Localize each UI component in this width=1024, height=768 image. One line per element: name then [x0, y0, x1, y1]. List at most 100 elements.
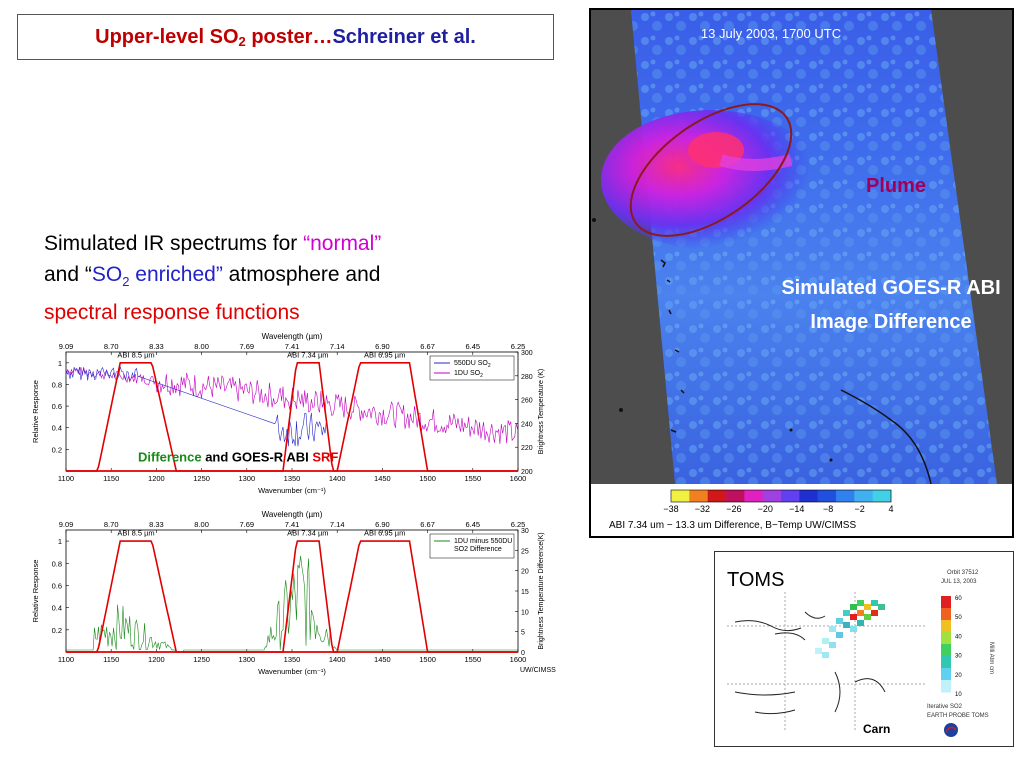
c2-top-tick-label: 7.14	[330, 520, 345, 529]
intro-line-3: spectral response functions	[44, 301, 300, 325]
c2-x-axis-label: Wavenumber (cm⁻¹)	[258, 667, 326, 676]
c1-x-tick-label: 1250	[193, 474, 210, 483]
toms-svg: TOMS Orbit 37512 JUL 13, 2003 60 50 40 30 20…	[727, 569, 994, 737]
c2-series-difference	[66, 555, 518, 653]
toms-scale-tick: 30	[955, 654, 962, 660]
c2-x-tick-label: 1450	[374, 655, 391, 664]
c2-x-tick-label: 1300	[238, 655, 255, 664]
c2-top-tick-label: 8.70	[104, 520, 119, 529]
spectrum-chart-2-svg: Wavelength (µm) 9.09 8.70 8.33 8.00 7.69 7.41 7…	[31, 510, 556, 676]
toms-pixel	[829, 642, 836, 648]
c2-x-tick-label: 1100	[58, 655, 74, 664]
plume-label: Plume	[866, 175, 926, 197]
c2-y2-tick-label: 10	[521, 609, 529, 616]
c2-srf-label: ABI 6.95 µm	[364, 529, 405, 538]
intro-text: Simulated IR spectrums for “normal” and …	[44, 228, 564, 328]
c1-series-550du	[65, 366, 328, 447]
c2-top-axis-label: Wavelength (µm)	[262, 510, 323, 519]
intro-normal: “normal”	[303, 232, 382, 255]
c1-y2-tick-label: 220	[521, 445, 533, 452]
c1-overlay-and: and GOES-R ABI	[202, 449, 313, 464]
c1-overlay-text: Difference and GOES-R ABI SRF	[138, 449, 338, 464]
c1-legend-box	[429, 355, 515, 381]
c1-x-tick-label: 1450	[374, 474, 391, 483]
title-subscript: 2	[238, 34, 246, 49]
toms-pixel	[843, 622, 850, 628]
satellite-timestamp: 13 July 2003, 1700 UTC	[701, 26, 841, 41]
colorbar-tick-label: −26	[726, 504, 741, 514]
c1-top-tick-label: 8.33	[149, 342, 164, 351]
c1-top-tick-label: 7.14	[330, 342, 345, 351]
satellite-svg: 13 July 2003, 1700 UTC Plume Simulated G…	[591, 10, 1012, 536]
toms-scale-swatch	[941, 656, 951, 669]
toms-pixel	[857, 610, 864, 616]
plume-tail	[719, 154, 793, 171]
spectrum-chart-1: Wavelength (µm) 9.09 8.70 8.33 8.00 7.69 7.41 7…	[28, 330, 558, 505]
toms-pixel	[857, 620, 864, 626]
satellite-image-panel: 13 July 2003, 1700 UTC Plume Simulated G…	[589, 8, 1014, 538]
toms-pixel	[871, 600, 878, 606]
caption-line-1: Simulated GOES-R ABI	[781, 277, 1000, 299]
toms-scale-swatch	[941, 620, 951, 633]
colorbar-swatch	[726, 490, 745, 502]
c1-x-tick-label: 1200	[148, 474, 165, 483]
coastline	[840, 389, 932, 485]
toms-scale-tick: 60	[955, 596, 962, 602]
colorbar-tick-label: −20	[758, 504, 773, 514]
c1-legend-label: 550DU SO2	[454, 360, 491, 369]
intro-line-1: Simulated IR spectrums for “normal”	[44, 228, 564, 259]
c2-y-tick-label: 0.6	[52, 581, 62, 590]
c2-legend-label-2: SO2 Difference	[454, 546, 502, 553]
c2-y-tick-label: 1	[58, 537, 62, 546]
c2-y2-tick-label: 30	[521, 528, 529, 535]
c1-top-tick-label: 8.70	[104, 342, 119, 351]
colorbar-tick-label: −14	[789, 504, 804, 514]
intro-line-1-a: Simulated IR spectrums for	[44, 232, 304, 255]
c1-y2-tick-label: 240	[521, 421, 533, 428]
colorbar-swatch	[836, 490, 855, 502]
c1-overlay-srf: SRF	[312, 449, 338, 464]
c1-x-tick-label: 1400	[329, 474, 346, 483]
toms-color-scale: 60 50 40 30 20 10	[941, 596, 962, 698]
c2-y2-tick-label: 25	[521, 548, 529, 555]
title-prefix: Upper-level SO	[95, 26, 239, 48]
c2-x-tick-label: 1550	[464, 655, 481, 664]
c2-x-tick-label: 1600	[510, 655, 527, 664]
toms-pixel	[836, 632, 843, 638]
c1-y2-tick-label: 200	[521, 469, 533, 476]
c2-x-tick-label: 1500	[419, 655, 436, 664]
c1-top-tick-label: 6.90	[375, 342, 390, 351]
c2-top-tick-label: 6.67	[420, 520, 435, 529]
colorbar-swatch	[744, 490, 764, 502]
colorbar-swatch	[781, 490, 800, 502]
c2-y-tick-label: 0.8	[52, 559, 62, 568]
caption-line-2: Image Difference	[810, 311, 971, 333]
c2-top-tick-label: 6.45	[465, 520, 480, 529]
c1-y-tick-label: 0.8	[52, 380, 62, 389]
colorbar-tick-label: −2	[854, 504, 864, 514]
c2-x-tick-label: 1400	[329, 655, 346, 664]
intro-so2: SO	[91, 263, 123, 286]
toms-footer-1: Iterative SO2	[927, 704, 963, 710]
c1-srf-curve	[66, 362, 518, 472]
c1-y-tick-label: 1	[58, 359, 62, 368]
colorbar-swatch	[689, 490, 709, 502]
sulfur-plume	[601, 110, 821, 250]
c2-top-tick-label: 8.00	[194, 520, 209, 529]
c1-y2-tick-label: 300	[521, 350, 533, 357]
toms-scale-swatch	[941, 680, 951, 693]
colorbar-swatch	[799, 490, 819, 502]
c2-y2-tick-label: 0	[521, 650, 525, 657]
c2-x-tick-label: 1200	[148, 655, 165, 664]
c1-y2-tick-label: 260	[521, 398, 533, 405]
intro-line-2: and “SO2 enriched” atmosphere and	[44, 259, 564, 297]
toms-pixel	[864, 604, 871, 610]
c2-srf-label: ABI 8.5 µm	[117, 529, 154, 538]
spectrum-chart-1-svg: Wavelength (µm) 9.09 8.70 8.33 8.00 7.69 7.41 7…	[31, 332, 545, 495]
c2-x-tick-label: 1250	[193, 655, 210, 664]
toms-pixel	[829, 626, 836, 632]
toms-scale-tick: 10	[955, 692, 962, 698]
colorbar-tick-label: −8	[823, 504, 833, 514]
toms-scale-swatch	[941, 596, 951, 609]
c1-y-tick-label: 0.4	[52, 424, 62, 433]
